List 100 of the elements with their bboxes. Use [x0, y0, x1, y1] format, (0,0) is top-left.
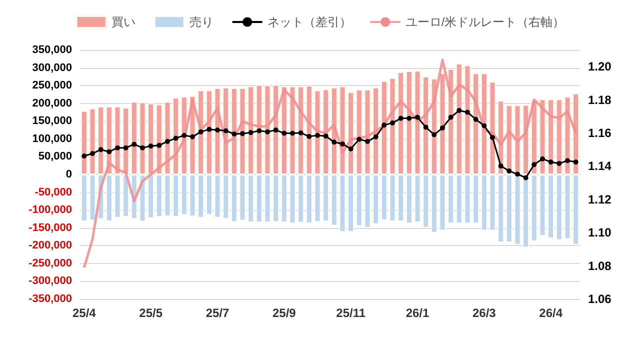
bar [280, 174, 288, 223]
y-tick-label: 200,000 [32, 97, 72, 110]
point [306, 134, 312, 139]
point [165, 138, 170, 144]
bar [306, 174, 312, 224]
point [98, 147, 104, 152]
bar [180, 174, 188, 216]
y-tick-label: 50,000 [38, 150, 72, 163]
point [90, 151, 95, 156]
bar [356, 89, 362, 174]
y-tick-label: -350,000 [28, 293, 72, 305]
bar [530, 174, 538, 242]
bar [230, 174, 238, 222]
y2-tick-label: 1.16 [588, 126, 612, 140]
point [515, 172, 520, 177]
bar [556, 99, 562, 174]
y2-tick-label: 1.10 [588, 226, 612, 240]
bar [206, 90, 212, 174]
point [156, 142, 162, 148]
point [315, 132, 320, 138]
bar [330, 174, 338, 226]
point [382, 122, 387, 128]
point [465, 110, 470, 115]
y-tick-label: 250,000 [32, 80, 72, 92]
point [323, 134, 328, 139]
point [290, 130, 295, 136]
bar [80, 174, 88, 222]
bar [80, 110, 88, 174]
point [423, 124, 428, 130]
point [348, 146, 354, 152]
x-tick-label: 26/4 [539, 306, 563, 320]
y2-tick-label: 1.20 [588, 60, 612, 74]
y2-tick-label: 1.14 [588, 159, 612, 174]
point [456, 108, 462, 113]
y2-tick-label: 1.08 [588, 258, 612, 273]
point [223, 128, 228, 134]
point [415, 114, 420, 120]
point [340, 141, 345, 146]
point [190, 134, 195, 140]
point [498, 163, 504, 168]
bar [480, 174, 488, 231]
bar [556, 174, 562, 240]
point [173, 136, 178, 141]
point [506, 168, 512, 174]
point [240, 131, 245, 136]
point [265, 129, 270, 134]
point [198, 129, 204, 134]
point [132, 142, 137, 147]
point [182, 132, 187, 138]
point [215, 128, 220, 133]
bar [406, 70, 412, 174]
x-tick-label: 25/5 [139, 306, 163, 320]
point [565, 158, 570, 164]
y-tick-label: 100,000 [32, 132, 72, 145]
legend-label: ユーロ/米ドルレート（右軸） [405, 15, 565, 29]
bar [106, 174, 112, 222]
y2-tick-label: 1.18 [588, 92, 612, 107]
point [373, 134, 378, 140]
x-tick-label: 25/7 [206, 306, 230, 320]
y-tick-label: -250,000 [28, 257, 72, 270]
point [298, 130, 304, 136]
x-tick-label: 25/9 [272, 306, 296, 320]
y-tick-label: -300,000 [28, 275, 72, 288]
x-tick-label: 25/4 [72, 306, 96, 320]
bar [380, 174, 388, 220]
point [556, 160, 562, 166]
point [332, 140, 337, 145]
bar [130, 102, 138, 174]
line-series [82, 58, 578, 269]
bar [356, 174, 362, 226]
x-tick-label: 25/11 [336, 306, 366, 320]
point [573, 160, 578, 165]
point [548, 160, 554, 165]
legend-label: ネット（差引） [267, 15, 352, 29]
point [206, 126, 212, 132]
point [540, 156, 545, 162]
point [115, 145, 120, 150]
y-tick-label: -100,000 [28, 204, 72, 216]
point [123, 145, 128, 150]
point [356, 136, 362, 142]
point [232, 131, 237, 136]
point [148, 144, 154, 149]
bar [480, 73, 488, 174]
legend-label: 買い [111, 15, 136, 29]
bar [256, 84, 262, 174]
point [365, 138, 370, 144]
y-tick-label: -150,000 [28, 222, 72, 234]
bar [206, 174, 212, 216]
point [523, 175, 528, 180]
bar [406, 174, 412, 224]
point [82, 154, 87, 158]
point [106, 149, 112, 154]
point [398, 116, 404, 121]
bar [380, 80, 388, 174]
x-tick-label: 26/1 [406, 306, 430, 320]
point [490, 135, 495, 140]
bar [230, 88, 238, 174]
y-tick-label: 0 [66, 168, 72, 180]
bar [456, 64, 462, 174]
point [248, 130, 254, 136]
